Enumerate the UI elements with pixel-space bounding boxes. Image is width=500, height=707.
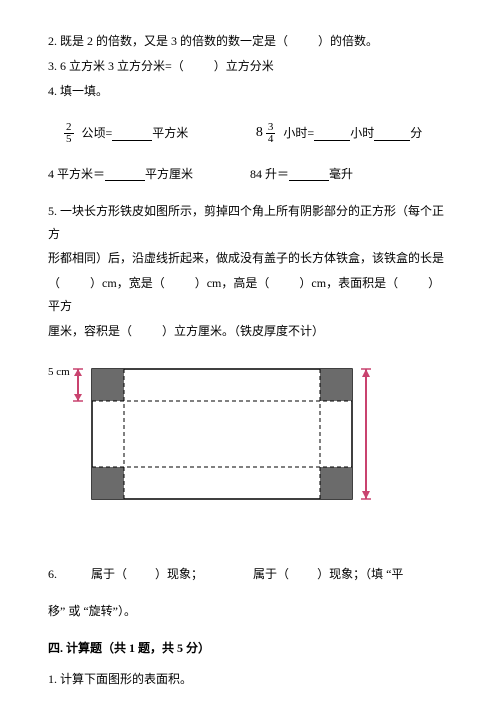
q4-title: 4. 填一填。 bbox=[48, 80, 452, 103]
q5-svg: 5 cm bbox=[48, 355, 388, 535]
q4-r1-c2-unit: 小时 bbox=[350, 122, 374, 145]
q2-line: 2. 既是 2 的倍数，又是 3 的倍数的数一定是（ ）的倍数。 bbox=[48, 30, 452, 53]
q2-text-a: 2. 既是 2 的倍数，又是 3 的倍数的数一定是（ bbox=[48, 34, 288, 48]
q4-r1-c2-blank2[interactable] bbox=[374, 127, 410, 141]
q4-r1-c2-unit2: 分 bbox=[410, 122, 422, 145]
q4-r1-c1-pre: 公顷= bbox=[82, 122, 113, 145]
frac-den: 5 bbox=[64, 134, 74, 145]
q6-line1: 6. 属于（ ）现象； 属于（ ）现象；（填 “平 bbox=[48, 553, 452, 597]
q6-b: ）现象； bbox=[155, 563, 203, 586]
q3-line: 3. 6 立方米 3 立方分米=（ ）立方分米 bbox=[48, 55, 452, 78]
q5-l3-d: ）cm，表面积是（ bbox=[299, 276, 398, 290]
q5-line3: （ ）cm，宽是（ ）cm，高是（ ）cm，表面积是（ ）平方 bbox=[48, 272, 452, 318]
pinwheel-icon bbox=[59, 553, 89, 597]
q5-l4-b: ）立方厘米。（铁皮厚度不计） bbox=[162, 324, 324, 338]
q4-r1-c2-blank1[interactable] bbox=[314, 127, 350, 141]
q2-blank[interactable] bbox=[291, 34, 315, 48]
q6-c: 属于（ bbox=[253, 563, 289, 586]
q5-l3-b: ）cm，宽是（ bbox=[90, 276, 165, 290]
q5-blank-sa[interactable] bbox=[401, 276, 425, 290]
q5-l3-c: ）cm，高是（ bbox=[195, 276, 270, 290]
q6-d: ）现象；（填 “平 bbox=[317, 563, 403, 586]
q4-r2-c2-blank[interactable] bbox=[289, 167, 329, 181]
q4-frac1: 2 5 bbox=[64, 122, 74, 145]
q4-r2-c1-unit: 平方厘米 bbox=[145, 163, 193, 186]
q5-line1: 5. 一块长方形铁皮如图所示，剪掉四个角上所有阴影部分的正方形（每个正方 bbox=[48, 200, 452, 246]
section4-title: 四. 计算题（共 1 题，共 5 分） bbox=[48, 637, 452, 660]
q5-diagram: 5 cm bbox=[48, 355, 452, 535]
q5-l4-a: 厘米，容积是（ bbox=[48, 324, 132, 338]
q4-r1-c2-post: 小时= bbox=[283, 122, 314, 145]
mixed-whole: 8 bbox=[256, 120, 263, 147]
q5-line2: 形都相同）后，沿虚线折起来，做成没有盖子的长方体铁盒，该铁盒的长是 bbox=[48, 247, 452, 270]
slide-icon bbox=[205, 554, 251, 596]
q6-pre: 6. bbox=[48, 563, 57, 586]
q4-mixed: 8 3 4 bbox=[256, 120, 278, 147]
q4-row1: 2 5 公顷= 平方米 8 3 4 小时= 小时 分 bbox=[48, 120, 452, 147]
sec4-q1: 1. 计算下面图形的表面积。 bbox=[48, 668, 452, 691]
svg-text:5 cm: 5 cm bbox=[48, 366, 70, 378]
q5-blank-h[interactable] bbox=[272, 276, 296, 290]
q4-row2: 4 平方米＝ 平方厘米 84 升＝ 毫升 bbox=[48, 163, 452, 186]
q4-r2-c1-pre: 4 平方米＝ bbox=[48, 163, 105, 186]
q2-text-b: ）的倍数。 bbox=[318, 34, 378, 48]
q4-r1-c1-unit: 平方米 bbox=[152, 122, 188, 145]
q6-blank1[interactable] bbox=[129, 563, 153, 586]
q6-blank2[interactable] bbox=[291, 563, 315, 586]
q5-blank-vol[interactable] bbox=[135, 324, 159, 338]
q5-blank-w[interactable] bbox=[168, 276, 192, 290]
q4-r2-c2-pre: 84 升＝ bbox=[250, 163, 289, 186]
q5-blank-len[interactable] bbox=[63, 276, 87, 290]
q5-l3-a: （ bbox=[48, 276, 60, 290]
mixed-den: 4 bbox=[266, 134, 276, 145]
q6-line2: 移” 或 “旋转”）。 bbox=[48, 600, 452, 623]
q4-r1-c1-blank[interactable] bbox=[112, 127, 152, 141]
q5-line4: 厘米，容积是（ ）立方厘米。（铁皮厚度不计） bbox=[48, 320, 452, 343]
q4-r2-c2-unit: 毫升 bbox=[329, 163, 353, 186]
q6-a: 属于（ bbox=[91, 563, 127, 586]
q4-r2-c1-blank[interactable] bbox=[105, 167, 145, 181]
q3-text-a: 3. 6 立方米 3 立方分米=（ bbox=[48, 59, 184, 73]
q3-blank[interactable] bbox=[187, 59, 211, 73]
q3-text-b: ）立方分米 bbox=[214, 59, 274, 73]
